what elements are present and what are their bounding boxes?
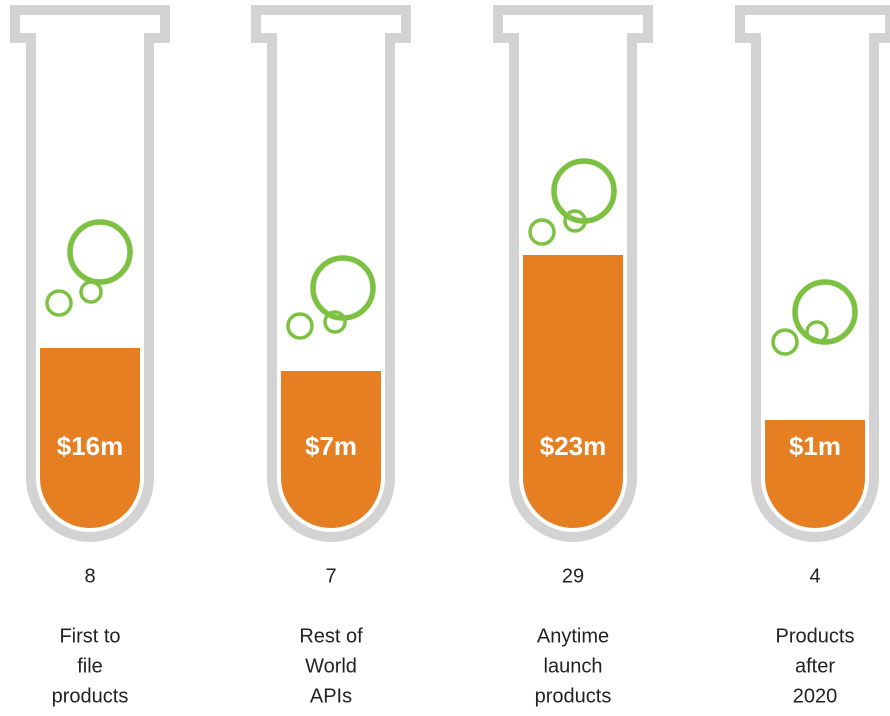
test-tube: $7m 7 Rest of World APIs [256, 10, 406, 707]
test-tube: $1m 4 Products after 2020 [740, 10, 890, 707]
caption-line: launch [544, 655, 603, 677]
bubble [554, 161, 614, 221]
bubble [313, 258, 373, 318]
bubble [773, 330, 797, 354]
infographic: $16m 8 First to file products $7m 7 Rest of Worl… [0, 0, 890, 716]
test-tube: $16m 8 First to file products [15, 10, 165, 707]
caption-line: Rest of [299, 625, 363, 647]
caption-line: after [795, 655, 835, 677]
caption-line: Products [776, 625, 855, 647]
caption-line: 2020 [793, 685, 838, 707]
bubble [70, 222, 130, 282]
test-tube: $23m 29 Anytime launch products [498, 10, 648, 707]
caption-line: First to [59, 625, 120, 647]
value-label: $7m [305, 431, 357, 461]
bubble [47, 291, 71, 315]
caption-line: World [305, 655, 357, 677]
count: 29 [562, 565, 584, 587]
count: 4 [809, 565, 820, 587]
bubble [530, 220, 554, 244]
caption-line: APIs [310, 685, 352, 707]
bubble [288, 314, 312, 338]
count: 8 [84, 565, 95, 587]
tube-fill [523, 255, 623, 528]
value-label: $16m [57, 431, 124, 461]
count: 7 [325, 565, 336, 587]
caption-line: products [52, 685, 129, 707]
value-label: $23m [540, 431, 607, 461]
caption-line: products [535, 685, 612, 707]
bubble [795, 282, 855, 342]
caption-line: file [77, 655, 103, 677]
caption-line: Anytime [537, 625, 609, 647]
value-label: $1m [789, 431, 841, 461]
bubble [81, 282, 101, 302]
